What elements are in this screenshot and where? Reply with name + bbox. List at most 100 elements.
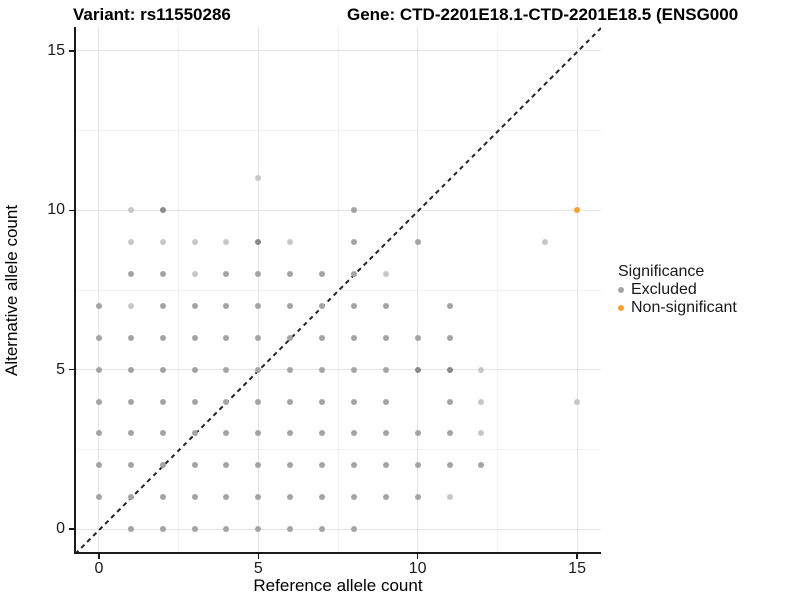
x-tick-mark bbox=[98, 554, 100, 559]
data-point-excluded bbox=[382, 334, 389, 341]
data-point-excluded bbox=[446, 462, 453, 469]
legend-item: Excluded bbox=[618, 281, 737, 299]
data-point-excluded bbox=[159, 334, 166, 341]
data-point-excluded bbox=[191, 366, 198, 373]
legend-title: Significance bbox=[618, 263, 705, 280]
data-point-excluded bbox=[319, 334, 326, 341]
data-point-excluded bbox=[255, 271, 262, 278]
gridline-major-v bbox=[257, 27, 259, 553]
data-point-excluded bbox=[319, 430, 326, 437]
legend-rows: Excluded Non-significant bbox=[618, 281, 737, 317]
data-point-excluded bbox=[446, 366, 453, 373]
gridline-major-h bbox=[75, 50, 601, 52]
data-point-excluded bbox=[255, 526, 262, 533]
y-tick-mark bbox=[69, 50, 74, 52]
y-tick-label: 10 bbox=[47, 201, 65, 219]
data-point-excluded bbox=[127, 366, 134, 373]
y-axis-line bbox=[74, 27, 76, 554]
data-point-excluded bbox=[159, 366, 166, 373]
data-point-excluded bbox=[319, 494, 326, 501]
plot-panel bbox=[75, 27, 601, 553]
data-point-excluded bbox=[382, 302, 389, 309]
data-point-excluded bbox=[159, 398, 166, 405]
data-point-non-significant bbox=[574, 207, 581, 214]
data-point-excluded bbox=[95, 494, 102, 501]
data-point-excluded bbox=[127, 271, 134, 278]
data-point-excluded bbox=[478, 430, 485, 437]
data-point-excluded bbox=[255, 334, 262, 341]
data-point-excluded bbox=[382, 494, 389, 501]
data-point-excluded bbox=[159, 271, 166, 278]
data-point-excluded bbox=[350, 271, 357, 278]
data-point-excluded bbox=[159, 239, 166, 246]
y-tick-mark bbox=[69, 528, 74, 530]
data-point-excluded bbox=[478, 398, 485, 405]
data-point-excluded bbox=[478, 462, 485, 469]
x-tick-label: 15 bbox=[568, 560, 586, 577]
legend-item: Non-significant bbox=[618, 299, 737, 317]
data-point-excluded bbox=[287, 526, 294, 533]
data-point-excluded bbox=[223, 239, 230, 246]
data-point-excluded bbox=[95, 398, 102, 405]
plot-title-variant: Variant: rs11550286 bbox=[73, 5, 231, 24]
data-point-excluded bbox=[255, 462, 262, 469]
data-point-excluded bbox=[350, 526, 357, 533]
data-point-excluded bbox=[350, 398, 357, 405]
data-point-excluded bbox=[191, 271, 198, 278]
data-point-excluded bbox=[95, 302, 102, 309]
x-tick-label: 10 bbox=[408, 560, 427, 577]
data-point-excluded bbox=[287, 494, 294, 501]
data-point-excluded bbox=[382, 462, 389, 469]
data-point-excluded bbox=[191, 494, 198, 501]
data-point-excluded bbox=[159, 462, 166, 469]
data-point-excluded bbox=[127, 526, 134, 533]
data-point-excluded bbox=[255, 175, 262, 182]
data-point-excluded bbox=[159, 494, 166, 501]
data-point-excluded bbox=[223, 302, 230, 309]
data-point-excluded bbox=[319, 526, 326, 533]
plot-title-gene: Gene: CTD-2201E18.1-CTD-2201E18.5 (ENSG0… bbox=[347, 5, 739, 24]
y-tick-label: 5 bbox=[56, 360, 65, 378]
data-point-excluded bbox=[255, 430, 262, 437]
data-point-excluded bbox=[127, 207, 134, 214]
data-point-excluded bbox=[446, 334, 453, 341]
data-point-excluded bbox=[382, 398, 389, 405]
gridline-major-v bbox=[417, 27, 419, 553]
data-point-excluded bbox=[95, 366, 102, 373]
data-point-excluded bbox=[95, 430, 102, 437]
data-point-excluded bbox=[446, 430, 453, 437]
gridline-major-h bbox=[75, 528, 601, 530]
data-point-excluded bbox=[255, 239, 262, 246]
data-point-excluded bbox=[127, 462, 134, 469]
x-tick-label: 5 bbox=[253, 560, 263, 577]
data-point-excluded bbox=[319, 271, 326, 278]
data-point-excluded bbox=[350, 366, 357, 373]
data-point-excluded bbox=[542, 239, 549, 246]
data-point-excluded bbox=[223, 366, 230, 373]
legend-item-label: Excluded bbox=[631, 281, 697, 298]
data-point-excluded bbox=[191, 334, 198, 341]
data-point-excluded bbox=[191, 398, 198, 405]
x-axis-title: Reference allele count bbox=[253, 576, 423, 595]
data-point-excluded bbox=[223, 430, 230, 437]
data-point-excluded bbox=[159, 207, 166, 214]
data-point-excluded bbox=[255, 398, 262, 405]
legend-key-dot bbox=[618, 287, 624, 293]
gridline-minor-h bbox=[75, 130, 601, 132]
data-point-excluded bbox=[159, 302, 166, 309]
x-tick-mark bbox=[416, 554, 419, 559]
data-point-excluded bbox=[287, 366, 294, 373]
x-tick-mark bbox=[576, 554, 578, 559]
data-point-excluded bbox=[255, 302, 262, 309]
data-point-excluded bbox=[319, 398, 326, 405]
data-point-excluded bbox=[191, 462, 198, 469]
data-point-excluded bbox=[350, 207, 357, 214]
data-point-excluded bbox=[255, 494, 262, 501]
y-tick-mark bbox=[69, 209, 74, 212]
data-point-excluded bbox=[127, 334, 134, 341]
data-point-excluded bbox=[127, 398, 134, 405]
data-point-excluded bbox=[159, 430, 166, 437]
gridline-major-h bbox=[75, 209, 601, 211]
legend-item-label: Non-significant bbox=[631, 299, 737, 316]
legend-key-dot bbox=[618, 305, 624, 311]
